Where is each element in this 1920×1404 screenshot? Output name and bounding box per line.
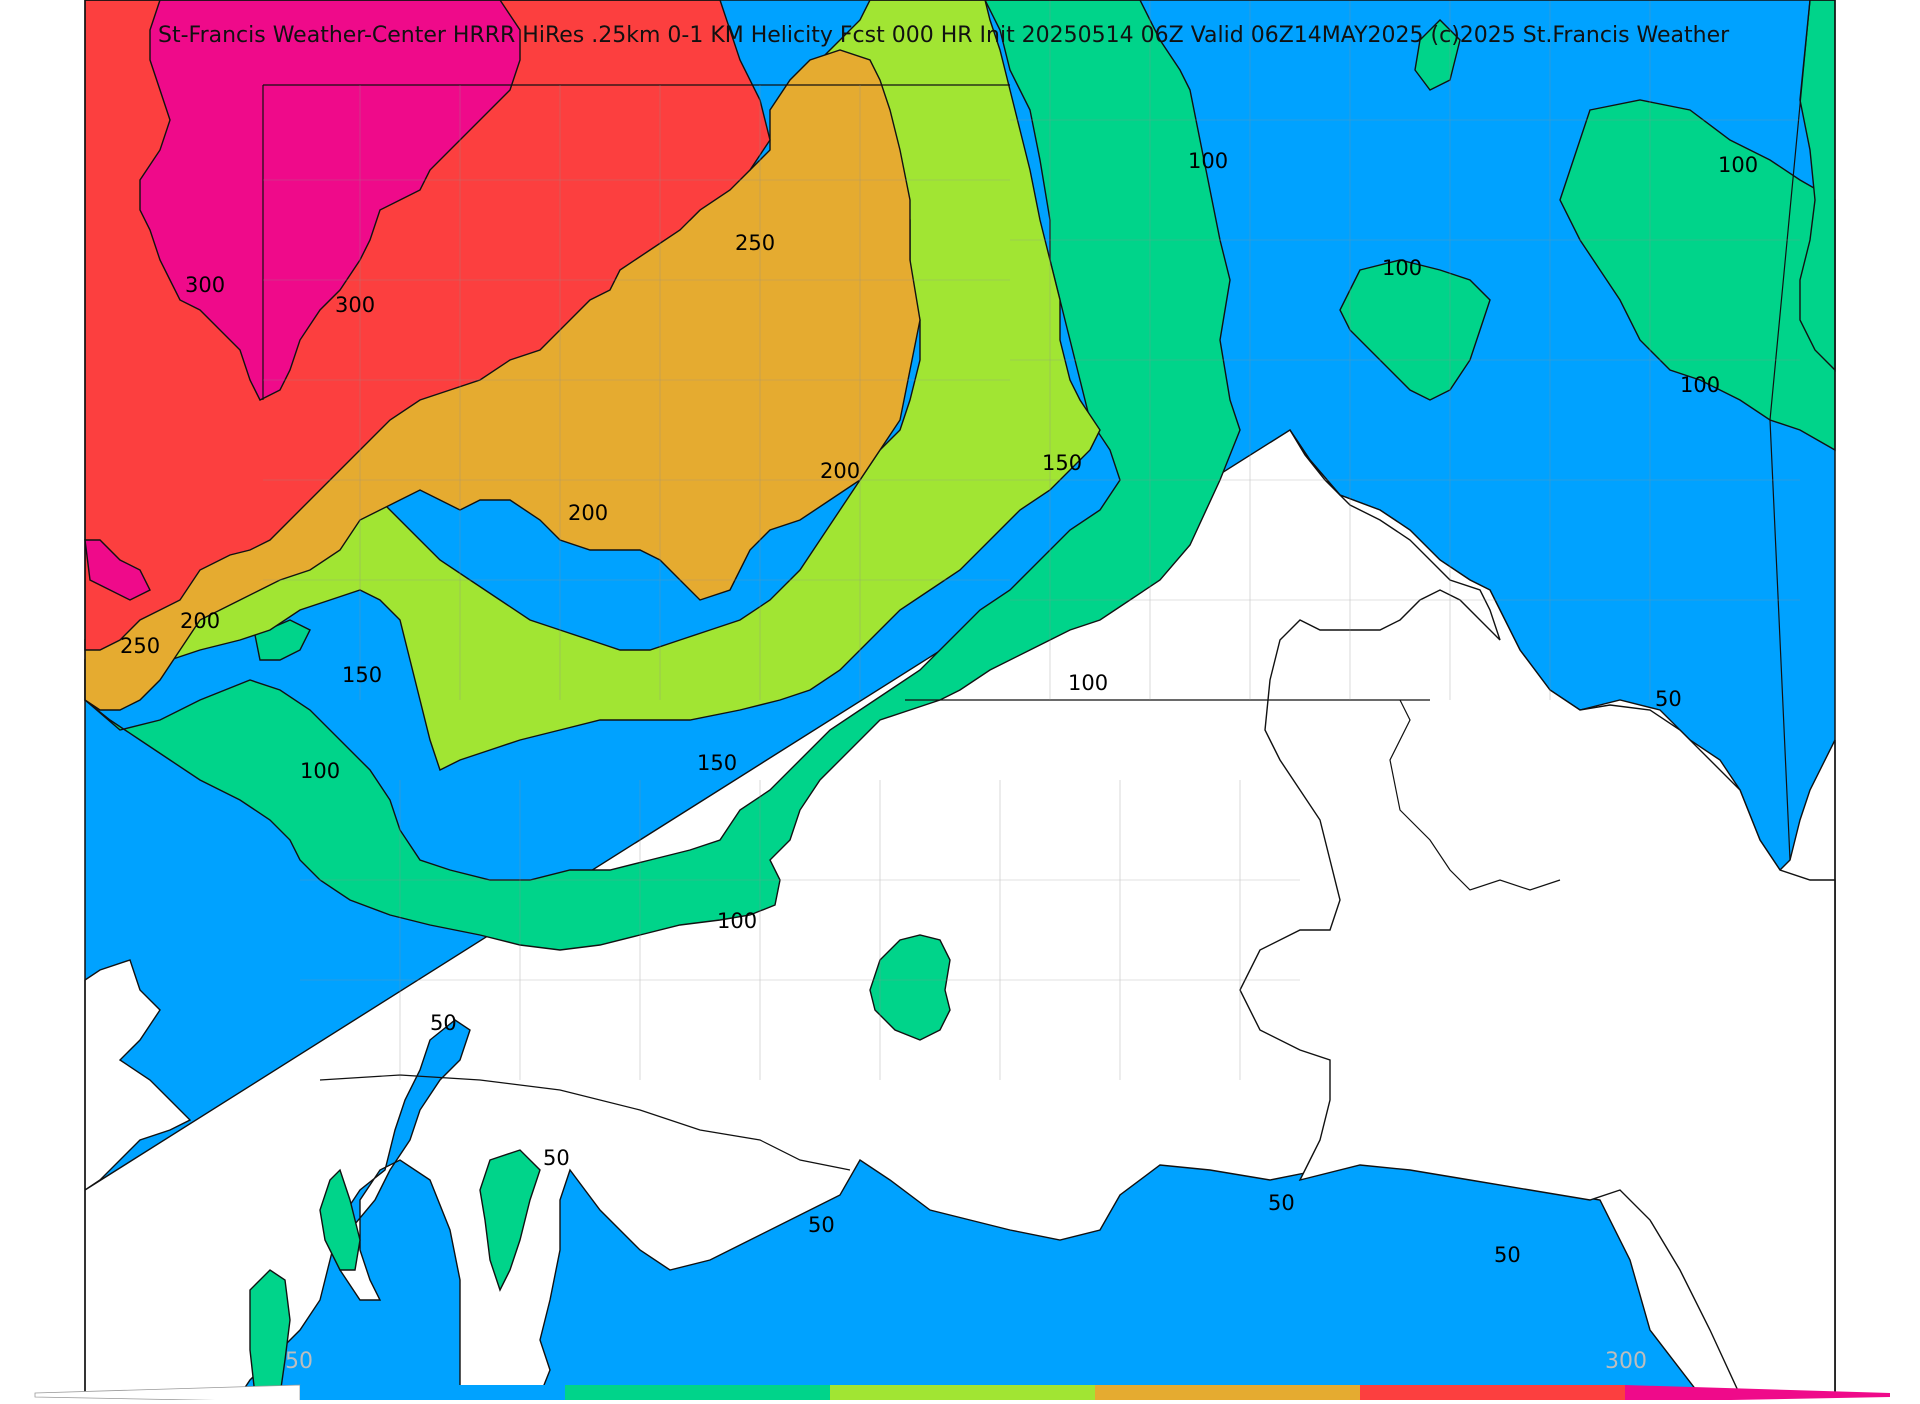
colorbar-segment-1: [300, 1385, 565, 1402]
contour-label: 100: [1068, 671, 1108, 695]
colorbar-segment-5: [1360, 1385, 1625, 1402]
contour-label: 100: [1718, 153, 1758, 177]
contour-label: 250: [735, 231, 775, 255]
contour-label: 50: [1268, 1191, 1295, 1215]
colorbar-segment-6: [1625, 1385, 1890, 1402]
100-150-regions: [84, 0, 1836, 1396]
contour-label: 100: [717, 909, 757, 933]
contour-label: 150: [342, 663, 382, 687]
contour-label: 250: [120, 634, 160, 658]
colorbar-segment-2: [565, 1385, 830, 1402]
colorbar-right-label: 300: [1605, 1349, 1647, 1374]
contour-label: 200: [568, 501, 608, 525]
contour-label: 50: [543, 1146, 570, 1170]
colorbar-segment-3: [830, 1385, 1095, 1402]
state-borders: [262, 0, 1811, 1171]
contour-label: 100: [1680, 373, 1720, 397]
contour-label: 150: [1042, 451, 1082, 475]
contour-label: 150: [697, 751, 737, 775]
contour-label: 200: [820, 459, 860, 483]
contour-label: 50: [430, 1011, 457, 1035]
map-title: St-Francis Weather-Center HRRR HiRes .25…: [158, 23, 1730, 48]
contour-label: 300: [185, 273, 225, 297]
contour-label: 50: [808, 1213, 835, 1237]
contour-label: 100: [1188, 149, 1228, 173]
contour-label: 50: [1655, 687, 1682, 711]
contour-labels: 300 300 250 250 200 200 200 200 150 150 …: [120, 149, 1758, 1267]
contour-label: 200: [180, 609, 220, 633]
county-lines: [263, 0, 1800, 1080]
150-200-regions: [84, 0, 1101, 771]
contour-label: 300: [335, 293, 375, 317]
colorbar-left-label: 50: [285, 1349, 313, 1374]
color-bar: 50 300: [34, 1349, 1890, 1403]
colorbar-segment-4: [1095, 1385, 1360, 1402]
contour-label: 50: [1494, 1243, 1521, 1267]
contour-label: 100: [1382, 256, 1422, 280]
contour-label: 100: [300, 759, 340, 783]
